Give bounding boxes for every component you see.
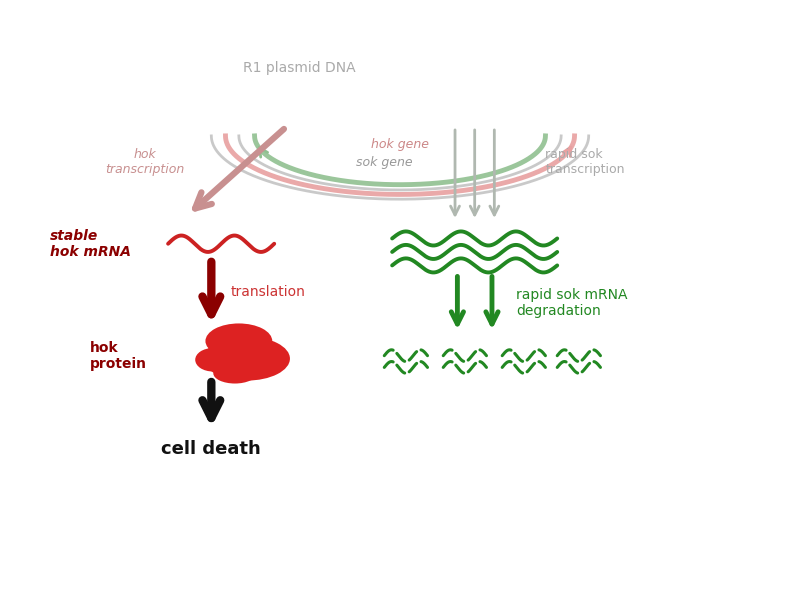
Text: rapid sok mRNA
degradation: rapid sok mRNA degradation xyxy=(516,288,628,318)
Ellipse shape xyxy=(206,323,272,359)
Ellipse shape xyxy=(195,348,230,371)
Text: cell death: cell death xyxy=(162,440,262,458)
Text: rapid sok
transcription: rapid sok transcription xyxy=(546,148,625,176)
Ellipse shape xyxy=(203,337,290,380)
Text: sok gene: sok gene xyxy=(356,156,413,169)
Text: translation: translation xyxy=(231,286,306,299)
Text: hok
protein: hok protein xyxy=(90,341,146,371)
Text: R1 plasmid DNA: R1 plasmid DNA xyxy=(242,61,355,76)
Text: stable
hok mRNA: stable hok mRNA xyxy=(50,229,131,259)
Text: hok
transcription: hok transcription xyxy=(105,148,184,176)
Text: hok gene: hok gene xyxy=(371,138,429,151)
Ellipse shape xyxy=(214,363,257,383)
